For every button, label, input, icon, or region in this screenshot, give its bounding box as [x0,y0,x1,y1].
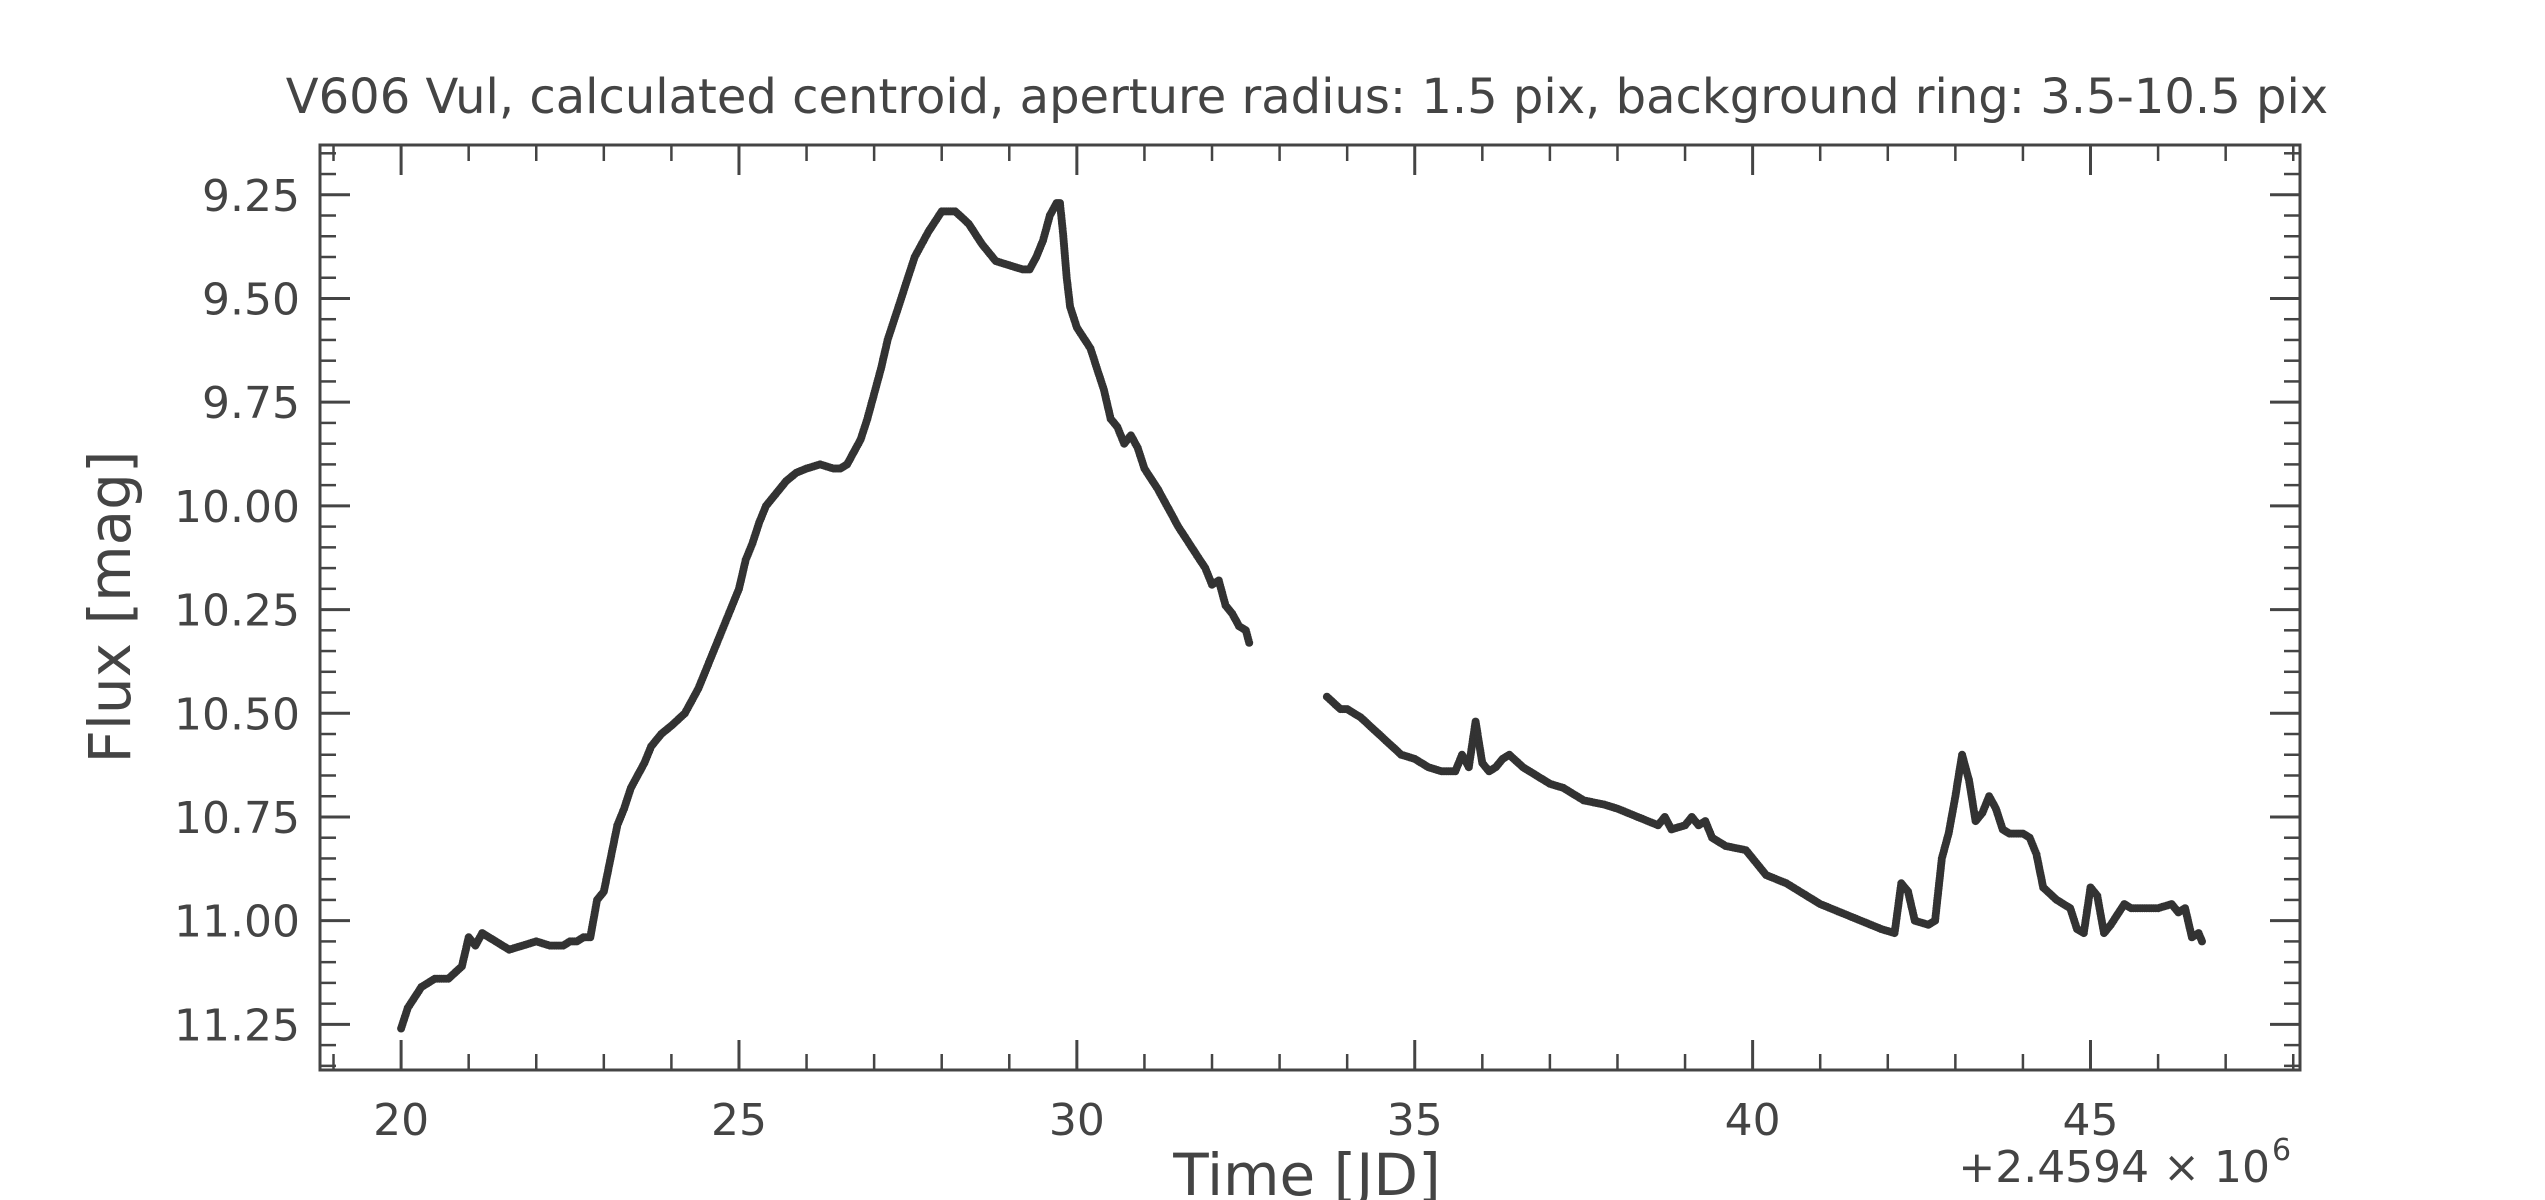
y-tick-label: 10.00 [174,482,300,533]
y-tick-label: 11.25 [174,1000,300,1051]
x-tick-label: 45 [2063,1095,2119,1146]
data-point [1245,638,1254,647]
y-tick-label: 9.25 [202,171,300,222]
y-tick-label: 9.50 [202,274,300,325]
data-point [2198,937,2206,946]
x-tick-label: 35 [1387,1095,1443,1146]
y-tick-label: 11.00 [174,897,300,948]
data-points [397,199,2206,1033]
x-axis-label: Time [JD] [1172,1141,1440,1200]
x-tick-label: 30 [1049,1095,1105,1146]
x-tick-label: 25 [711,1095,767,1146]
axis-ticks: 20 25 30 35 40 45 9.25 9.50 9.75 10.00 10.25 10.50 1… [174,145,2300,1146]
y-tick-label: 9.75 [202,378,300,429]
x-tick-label: 20 [373,1095,429,1146]
y-axis-label: Flux [mag] [76,450,144,763]
x-offset-label: +2.4594 × 10 [1958,1142,2270,1193]
x-offset-exponent: 6 [2272,1133,2291,1168]
y-tick-label: 10.75 [174,793,300,844]
y-tick-label: 10.50 [174,689,300,740]
plot-frame [318,143,2302,1072]
y-tick-label: 10.25 [174,586,300,637]
chart-title: V606 Vul, calculated centroid, aperture … [286,69,2328,125]
x-tick-label: 40 [1725,1095,1781,1146]
